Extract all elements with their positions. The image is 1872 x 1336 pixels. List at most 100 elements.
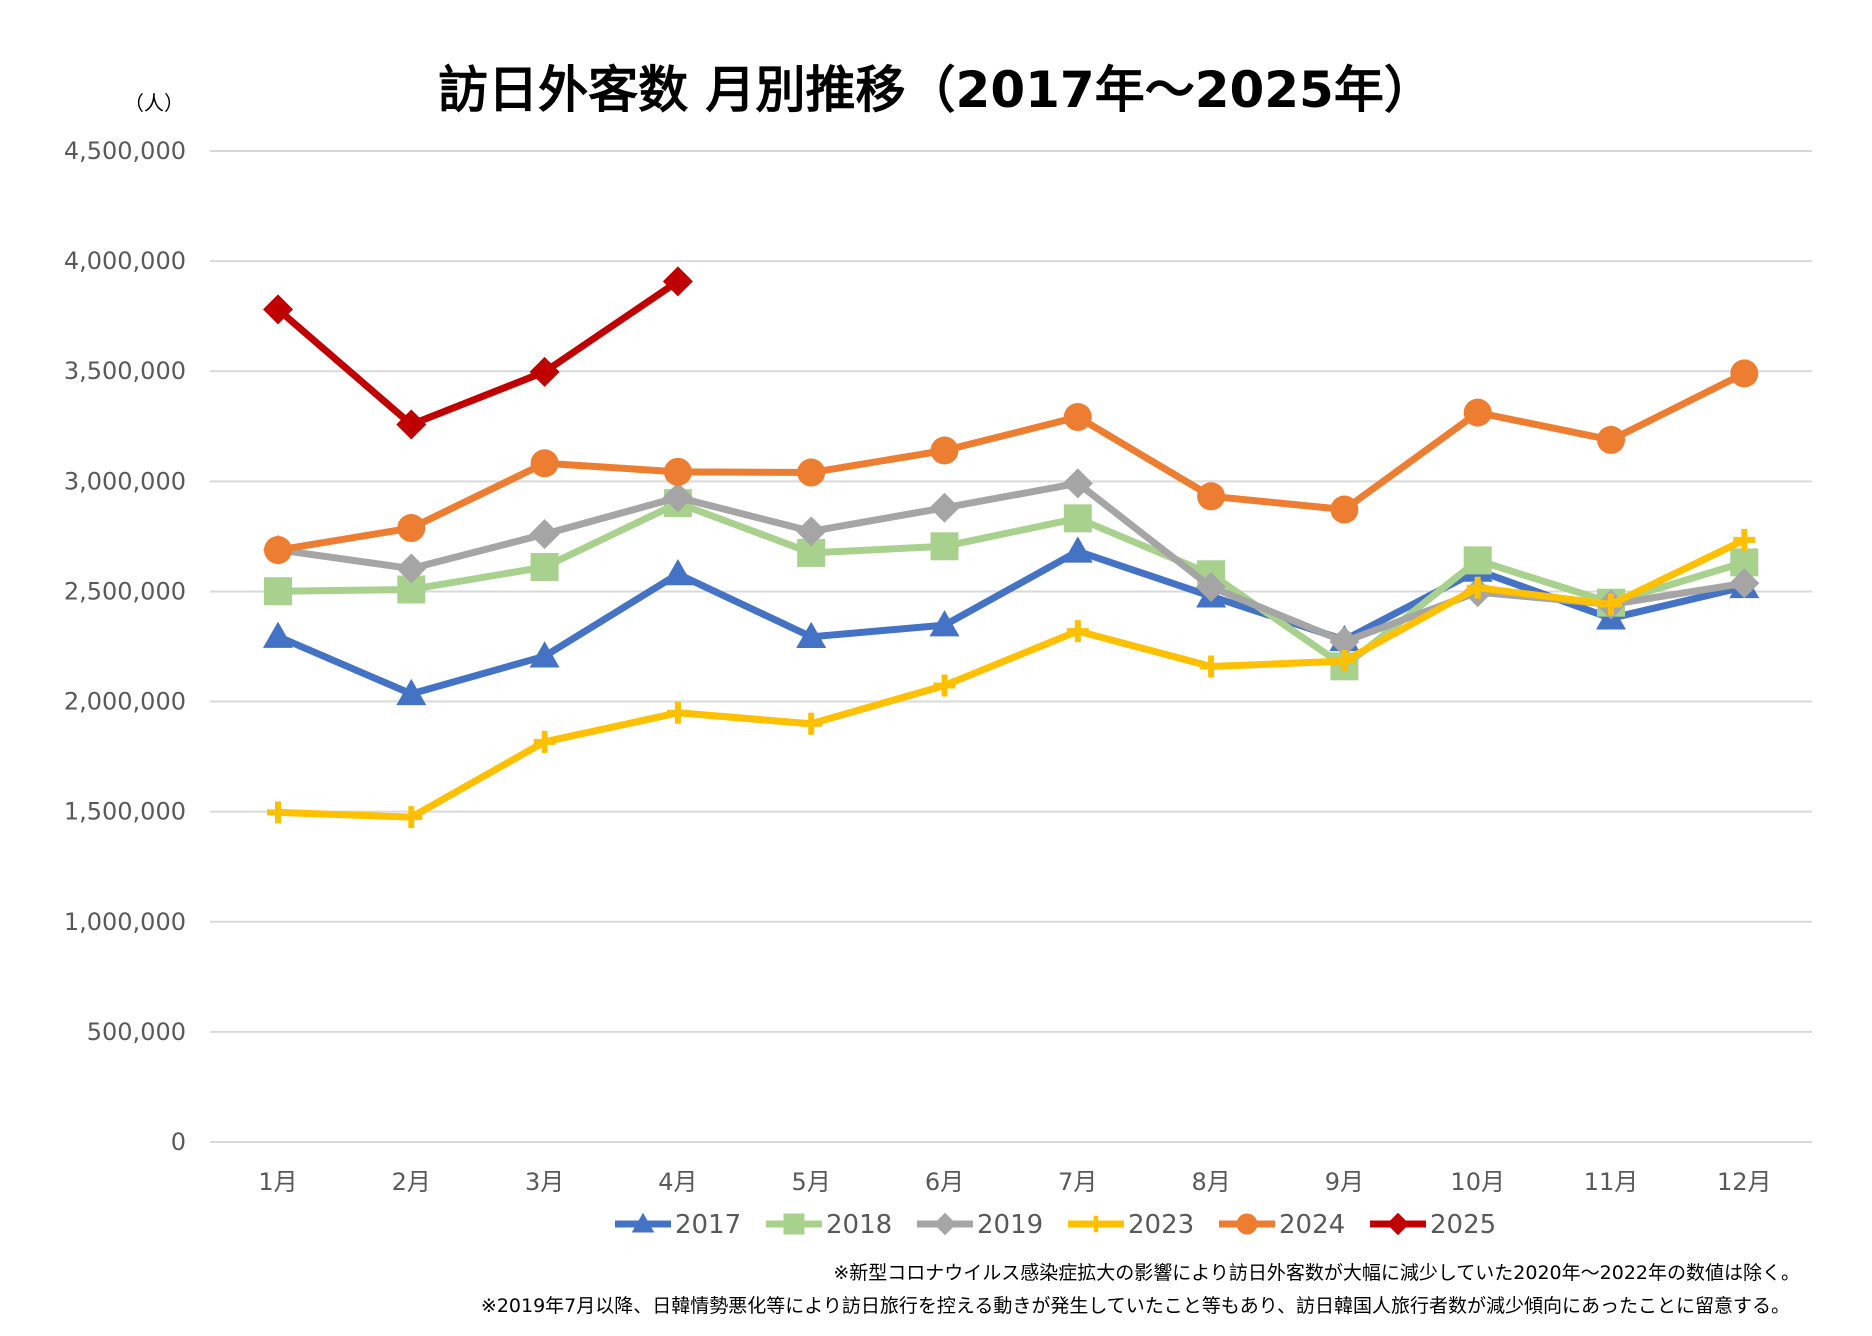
legend-marker bbox=[631, 1212, 655, 1233]
data-point-2024-10月 bbox=[1463, 398, 1492, 427]
y-tick-label: 4,500,000 bbox=[64, 137, 186, 165]
series-line-2024 bbox=[274, 369, 1748, 554]
y-tick-label: 1,500,000 bbox=[64, 798, 186, 826]
y-tick-label: 2,500,000 bbox=[64, 577, 186, 605]
data-point-2023-3月 bbox=[533, 730, 556, 753]
data-point-2023-1月 bbox=[267, 801, 289, 824]
x-tick-label: 11月 bbox=[1584, 1168, 1639, 1196]
x-tick-label: 5月 bbox=[792, 1168, 831, 1196]
y-tick-label: 4,000,000 bbox=[64, 247, 186, 275]
legend-label: 2023 bbox=[1128, 1210, 1194, 1240]
data-point-2025-4月 bbox=[662, 266, 693, 297]
x-tick-label: 7月 bbox=[1058, 1168, 1097, 1196]
chart-title: 訪日外客数 月別推移（2017年～2025年） bbox=[438, 61, 1434, 119]
series-line-2017 bbox=[274, 547, 1748, 698]
legend-item-2019: 2019 bbox=[917, 1210, 1043, 1240]
legend-label: 2019 bbox=[977, 1210, 1043, 1240]
data-point-2024-1月 bbox=[264, 536, 292, 565]
legend-marker bbox=[933, 1212, 957, 1236]
data-point-2019-12月 bbox=[1729, 568, 1760, 599]
x-tick-label: 2月 bbox=[392, 1168, 431, 1196]
data-point-2023-11月 bbox=[1600, 593, 1622, 616]
legend-marker bbox=[1386, 1212, 1410, 1236]
legend: 2017 2018 2019 2023 2024 2025 bbox=[615, 1210, 1496, 1240]
data-point-2025-2月 bbox=[396, 409, 427, 440]
data-point-2019-4月 bbox=[662, 482, 693, 513]
x-tick-label: 4月 bbox=[658, 1168, 697, 1196]
data-point-2019-7月 bbox=[1062, 468, 1093, 499]
legend-item-2018: 2018 bbox=[766, 1210, 892, 1240]
data-point-2017-2月 bbox=[396, 678, 427, 706]
data-point-2024-6月 bbox=[930, 436, 959, 465]
series-2025 bbox=[263, 266, 693, 440]
series-line-2019 bbox=[274, 479, 1748, 646]
data-point-2023-10月 bbox=[1466, 576, 1489, 599]
series-2023 bbox=[267, 528, 1756, 829]
data-point-2018-6月 bbox=[930, 532, 959, 561]
data-point-2019-6月 bbox=[929, 492, 960, 523]
x-tick-label: 10月 bbox=[1450, 1168, 1505, 1196]
y-tick-label: 1,000,000 bbox=[64, 908, 186, 936]
y-tick-label: 2,000,000 bbox=[64, 688, 186, 716]
series-line-2023 bbox=[274, 536, 1748, 821]
data-point-2018-3月 bbox=[530, 552, 559, 581]
series-2017 bbox=[263, 536, 1760, 706]
data-point-2023-4月 bbox=[666, 701, 689, 724]
footnote-korea: ※2019年7月以降、日韓情勢悪化等により訪日旅行を控える動きが発生していたこと… bbox=[481, 1295, 1790, 1317]
data-point-2024-5月 bbox=[797, 458, 826, 487]
data-point-2024-11月 bbox=[1597, 425, 1625, 454]
legend-marker bbox=[1236, 1213, 1258, 1235]
y-tick-label: 3,500,000 bbox=[64, 357, 186, 385]
data-point-2017-5月 bbox=[796, 621, 827, 649]
data-point-2025-3月 bbox=[529, 356, 560, 387]
gridlines bbox=[210, 150, 1812, 1143]
data-point-2024-12月 bbox=[1730, 359, 1759, 388]
data-point-2023-12月 bbox=[1733, 528, 1756, 551]
x-tick-label: 9月 bbox=[1325, 1168, 1364, 1196]
series-2019 bbox=[263, 468, 1760, 657]
y-tick-label: 0 bbox=[171, 1128, 186, 1156]
data-point-2023-7月 bbox=[1066, 620, 1089, 643]
data-point-2017-7月 bbox=[1062, 536, 1093, 563]
data-point-2018-10月 bbox=[1463, 546, 1492, 575]
x-tick-label: 3月 bbox=[525, 1168, 564, 1196]
data-point-2023-5月 bbox=[800, 712, 823, 735]
data-point-2019-3月 bbox=[529, 519, 560, 550]
y-axis-ticks: 0 500,000 1,000,000 1,500,000 2,000,000 2,500… bbox=[64, 137, 186, 1156]
y-tick-label: 500,000 bbox=[87, 1018, 186, 1046]
legend-marker bbox=[1087, 1215, 1105, 1233]
data-point-2023-2月 bbox=[400, 806, 423, 829]
data-point-2024-2月 bbox=[397, 514, 426, 543]
x-tick-label: 8月 bbox=[1191, 1168, 1230, 1196]
legend-item-2017: 2017 bbox=[615, 1210, 741, 1240]
data-point-2017-4月 bbox=[662, 559, 693, 586]
data-point-2019-8月 bbox=[1196, 572, 1227, 603]
data-point-2024-3月 bbox=[530, 449, 559, 478]
data-point-2018-1月 bbox=[264, 577, 292, 606]
series-line-2018 bbox=[274, 499, 1748, 670]
data-point-2018-7月 bbox=[1063, 504, 1092, 533]
legend-item-2023: 2023 bbox=[1068, 1210, 1194, 1240]
data-point-2024-7月 bbox=[1063, 403, 1092, 432]
x-axis-ticks: 1月 2月 3月 4月 5月 6月 7月 8月 9月 10月 11月 12月 bbox=[258, 1168, 1771, 1196]
legend-item-2024: 2024 bbox=[1219, 1210, 1345, 1240]
legend-item-2025: 2025 bbox=[1370, 1210, 1496, 1240]
data-point-2019-5月 bbox=[796, 516, 827, 547]
data-point-2017-3月 bbox=[529, 641, 560, 668]
x-tick-label: 1月 bbox=[258, 1168, 297, 1196]
data-point-2025-1月 bbox=[263, 294, 293, 325]
data-point-2024-4月 bbox=[663, 457, 692, 486]
legend-label: 2024 bbox=[1279, 1210, 1345, 1240]
series-2024 bbox=[264, 359, 1759, 565]
x-tick-label: 6月 bbox=[925, 1168, 964, 1196]
footnote-covid: ※新型コロナウイルス感染症拡大の影響により訪日外客数が大幅に減少していた2020… bbox=[833, 1262, 1800, 1284]
data-point-2017-1月 bbox=[263, 621, 293, 648]
data-point-2024-9月 bbox=[1330, 495, 1359, 524]
data-point-2019-2月 bbox=[396, 553, 427, 584]
data-point-2017-6月 bbox=[929, 610, 960, 637]
data-point-2023-8月 bbox=[1200, 655, 1223, 678]
legend-label: 2017 bbox=[675, 1210, 741, 1240]
legend-label: 2025 bbox=[1430, 1210, 1496, 1240]
data-point-2019-9月 bbox=[1329, 626, 1360, 657]
